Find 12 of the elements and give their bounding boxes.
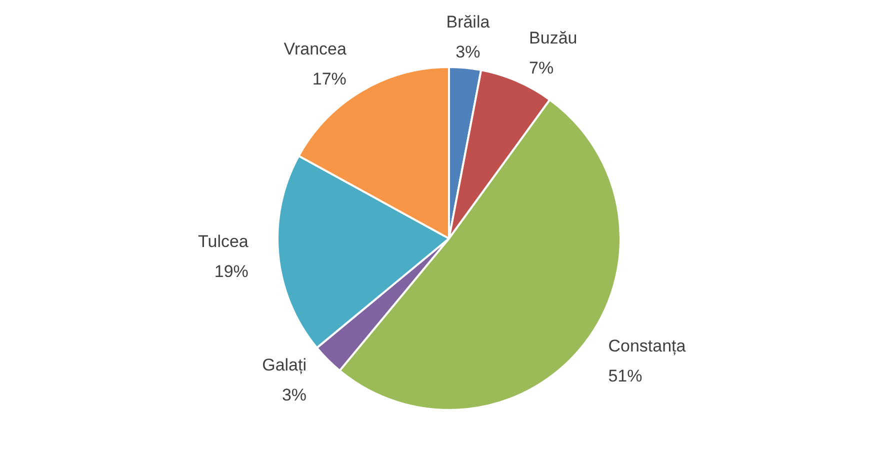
slice-label: Constanța	[608, 336, 686, 356]
data-label: 19%	[214, 262, 248, 282]
data-label: 3%	[282, 386, 307, 405]
data-label: 7%	[529, 58, 554, 78]
slice-label: Vrancea	[284, 40, 347, 59]
data-label: 17%	[312, 70, 346, 89]
data-label: 3%	[456, 42, 480, 62]
slice-label: Buzău	[529, 28, 578, 48]
slice-label: Galați	[262, 356, 307, 375]
slice-label: Brăila	[446, 12, 490, 32]
data-label: 51%	[608, 366, 642, 386]
slice-label: Tulcea	[198, 232, 249, 252]
